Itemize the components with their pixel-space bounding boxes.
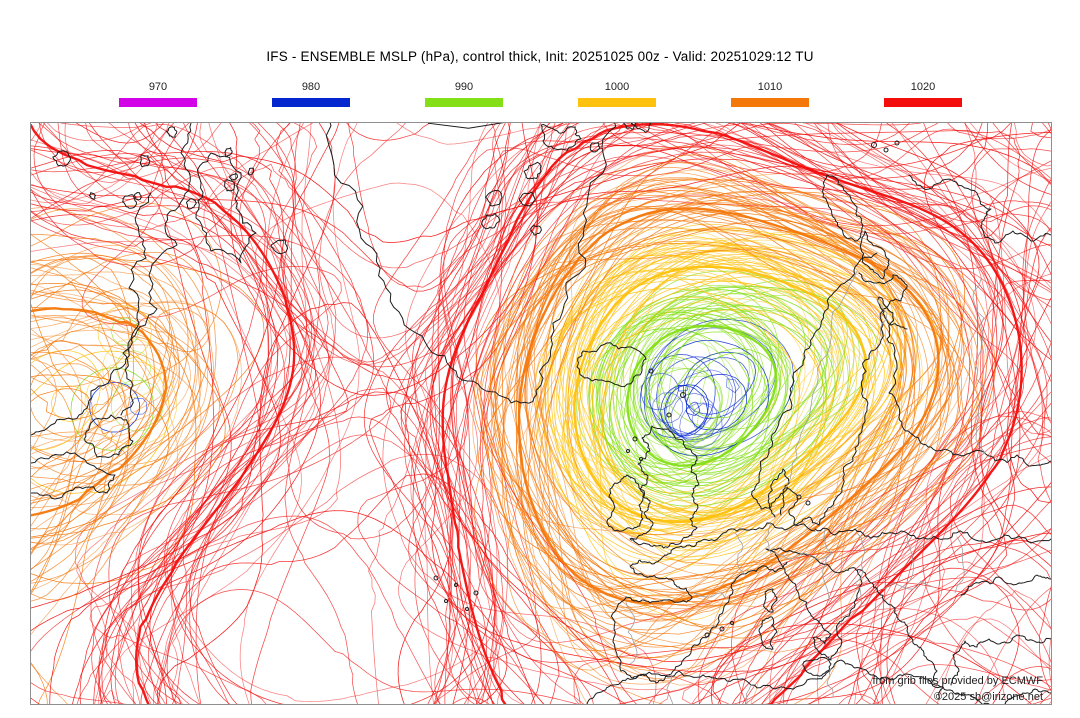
legend-swatch [884,98,962,107]
legend-item: 1000 [578,81,656,107]
legend-item: 980 [272,81,350,107]
attribution-copyright: ©2025 sb@irizone.net [933,691,1043,703]
legend-item: 1010 [731,81,809,107]
legend-label: 1010 [757,81,783,93]
legend-swatch [272,98,350,107]
legend-label: 990 [454,81,474,93]
chart-title: IFS - ENSEMBLE MSLP (hPa), control thick… [266,49,814,64]
legend-item: 1020 [884,81,962,107]
legend-label: 1000 [604,81,630,93]
legend-item: 970 [119,81,197,107]
legend: 970 980 990 1000 1010 1020 [0,81,1080,111]
legend-swatch [578,98,656,107]
legend-label: 980 [301,81,321,93]
weather-map-canvas [31,123,1051,704]
map-panel: from grib files provided by ECMWF ©2025 … [30,122,1052,705]
legend-swatch [119,98,197,107]
legend-item: 990 [425,81,503,107]
attribution-source: from grib files provided by ECMWF [872,675,1043,687]
legend-label: 970 [148,81,168,93]
legend-swatch [425,98,503,107]
legend-swatch [731,98,809,107]
legend-label: 1020 [910,81,936,93]
